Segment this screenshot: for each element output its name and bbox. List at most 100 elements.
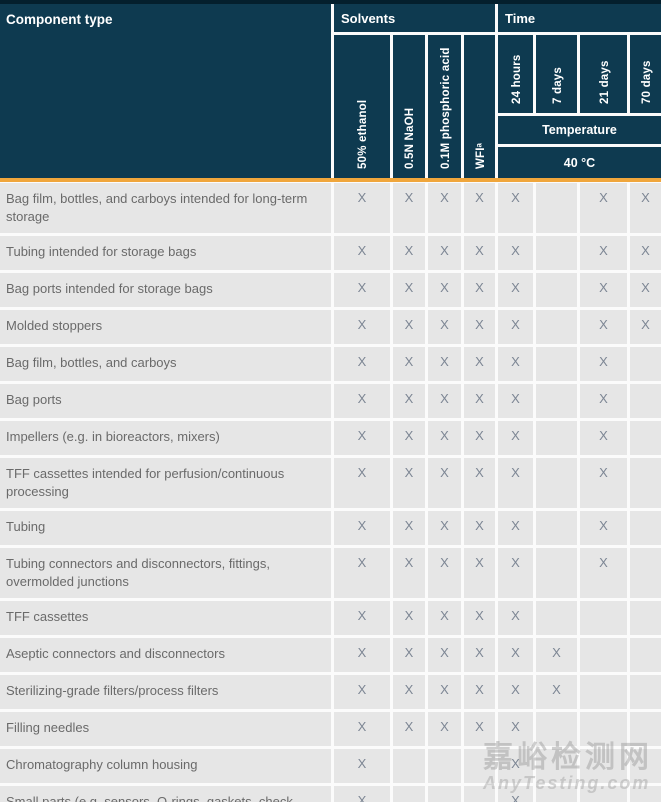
header-accent-line [0,178,661,182]
component-cell: Bag film, bottles, and carboys [0,346,331,381]
mark-cell: X [498,510,533,545]
mark-cell: X [498,547,533,598]
mark-cell: X [580,183,627,233]
mark-cell: X [393,600,425,635]
component-cell: Filling needles [0,711,331,746]
mark-cell: X [393,235,425,270]
empty-cell [393,785,425,802]
column-header-7-days: 7 days [536,35,577,113]
mark-cell: X [428,711,461,746]
column-header-24-hours: 24 hours [498,35,533,113]
empty-cell [630,346,661,381]
mark-cell: X [393,346,425,381]
column-header-label: 21 days [598,60,611,104]
mark-cell: X [464,547,495,598]
mark-cell: X [498,711,533,746]
mark-cell: X [498,457,533,508]
mark-cell: X [580,346,627,381]
column-header-label: 24 hours [510,54,523,104]
mark-cell: X [393,272,425,307]
mark-cell: X [334,183,390,233]
mark-cell: X [393,457,425,508]
component-cell: TFF cassettes [0,600,331,635]
empty-cell [536,235,577,270]
mark-cell: X [464,674,495,709]
column-header-label: 7 days [551,66,564,104]
mark-cell: X [428,383,461,418]
component-cell: Bag ports [0,383,331,418]
mark-cell: X [630,183,661,233]
empty-cell [630,637,661,672]
column-header-label: 70 days [640,60,653,104]
mark-cell: X [498,183,533,233]
mark-cell: X [464,711,495,746]
mark-cell: X [393,183,425,233]
empty-cell [393,748,425,783]
mark-cell: X [580,383,627,418]
mark-cell: X [334,547,390,598]
mark-cell: X [464,510,495,545]
empty-cell [580,600,627,635]
mark-cell: X [428,235,461,270]
empty-cell [580,748,627,783]
mark-cell: X [334,309,390,344]
mark-cell: X [393,547,425,598]
table-row: Impellers (e.g. in bioreactors, mixers) … [0,420,661,455]
empty-cell [536,547,577,598]
empty-cell [536,272,577,307]
mark-cell: X [428,510,461,545]
mark-cell: X [464,183,495,233]
empty-cell [630,600,661,635]
mark-cell: X [464,383,495,418]
column-header-label: 0.5N NaOH [404,107,416,169]
mark-cell: X [498,420,533,455]
empty-cell [580,674,627,709]
mark-cell: X [393,420,425,455]
empty-cell [536,510,577,545]
mark-cell: X [393,711,425,746]
mark-cell: X [393,383,425,418]
table-row: Chromatography column housing X X [0,748,661,783]
mark-cell: X [498,637,533,672]
mark-cell: X [536,674,577,709]
mark-cell: X [393,637,425,672]
empty-cell [630,711,661,746]
empty-cell [630,383,661,418]
mark-cell: X [630,235,661,270]
mark-cell: X [498,674,533,709]
table-header: Component type Solvents Time 50% ethanol… [0,0,661,182]
mark-cell: X [580,420,627,455]
mark-cell: X [334,785,390,802]
table-row: Sterilizing-grade filters/process filter… [0,674,661,709]
mark-cell: X [428,272,461,307]
empty-cell [580,637,627,672]
mark-cell: X [334,457,390,508]
empty-cell [536,309,577,344]
empty-cell [464,748,495,783]
component-cell: Small parts (e.g. sensors, O-rings, gask… [0,785,331,802]
empty-cell [630,420,661,455]
empty-cell [536,457,577,508]
empty-cell [630,457,661,508]
empty-cell [536,711,577,746]
mark-cell: X [630,309,661,344]
component-cell: TFF cassettes intended for perfusion/con… [0,457,331,508]
component-cell: Aseptic connectors and disconnectors [0,637,331,672]
header-top-border [0,0,661,4]
mark-cell: X [334,235,390,270]
component-cell: Bag film, bottles, and carboys intended … [0,183,331,233]
empty-cell [630,748,661,783]
mark-cell: X [464,235,495,270]
mark-cell: X [393,674,425,709]
empty-cell [630,785,661,802]
column-header-phosphoric-acid: 0.1M phosphoric acid [428,35,461,178]
mark-cell: X [464,600,495,635]
mark-cell: X [498,785,533,802]
mark-cell: X [334,748,390,783]
mark-cell: X [428,346,461,381]
empty-cell [536,383,577,418]
